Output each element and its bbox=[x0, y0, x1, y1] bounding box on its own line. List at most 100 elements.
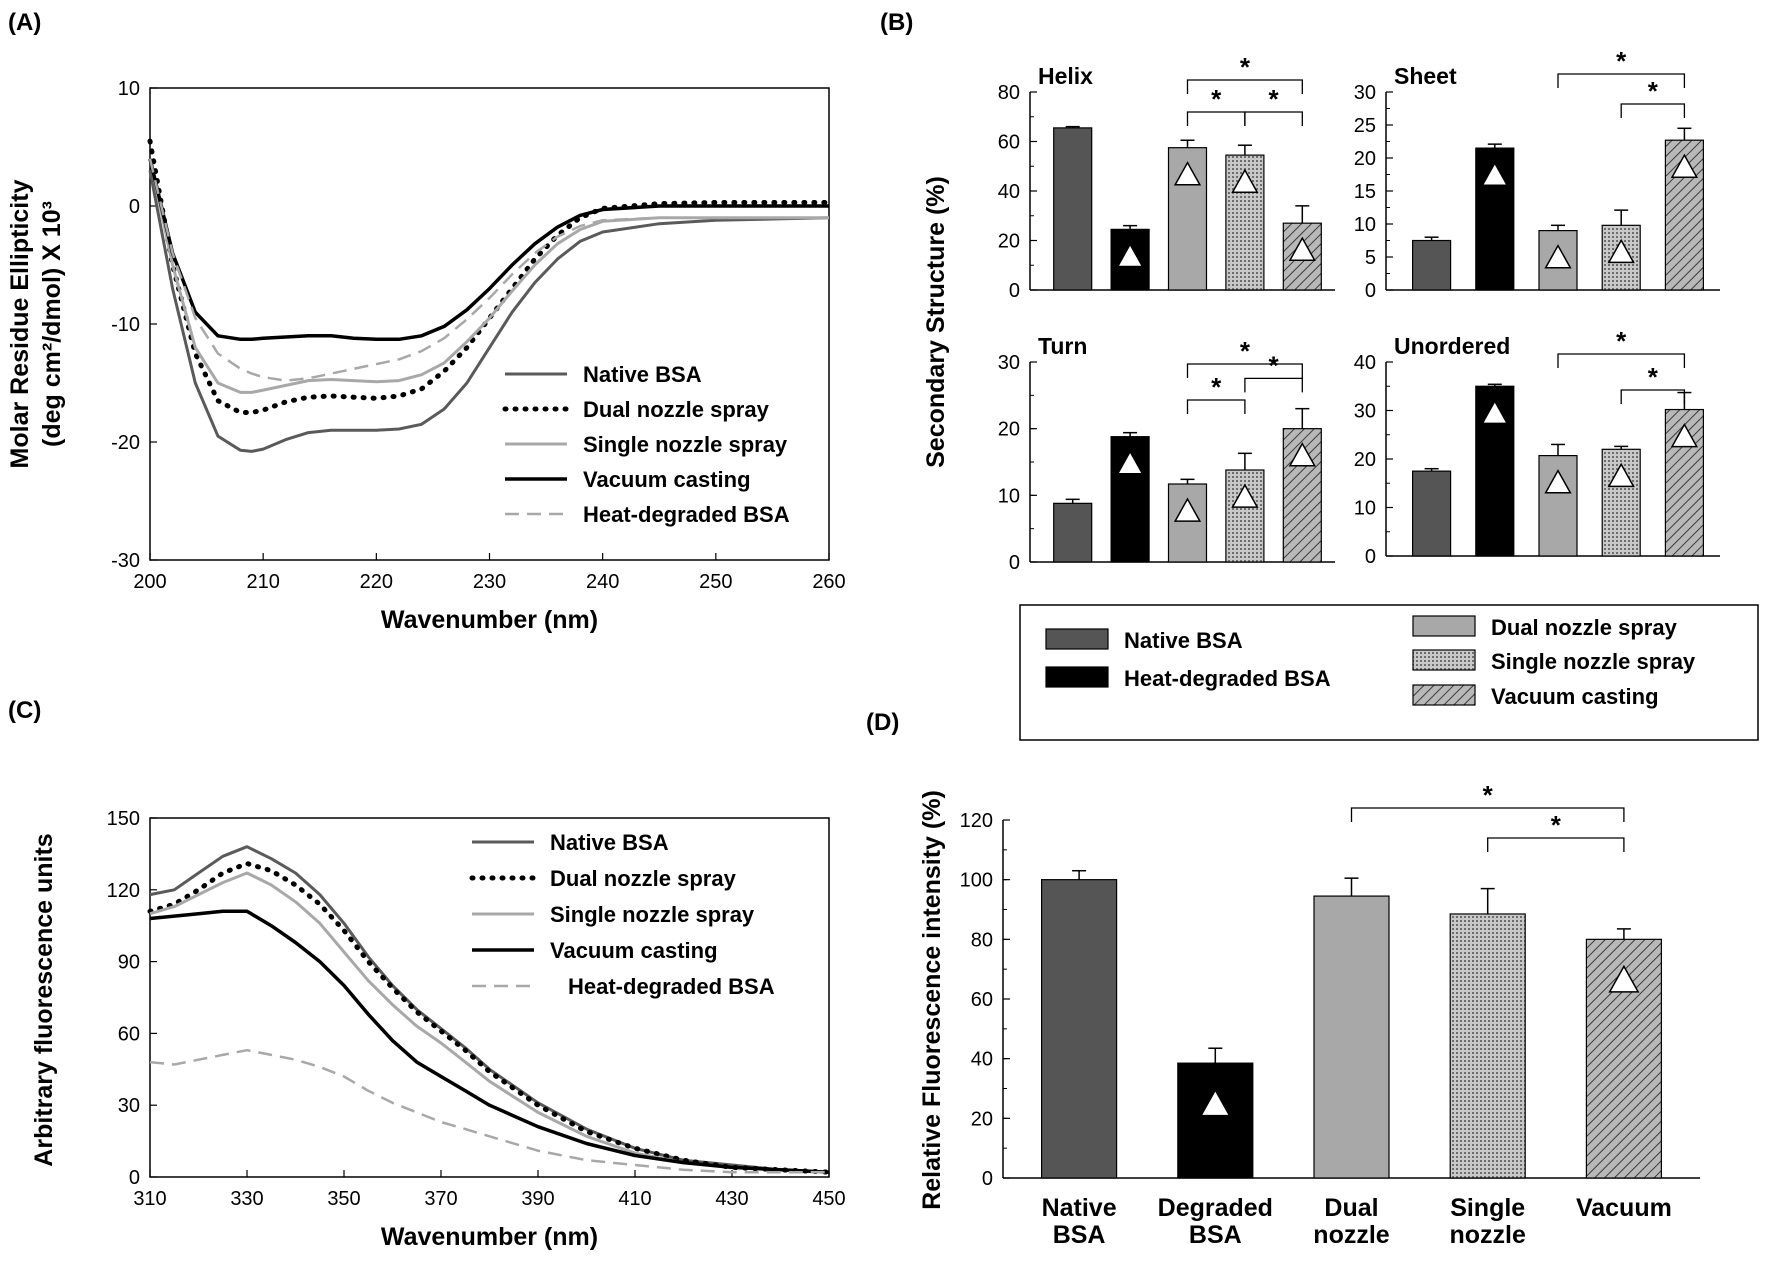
x-tick-label: 370 bbox=[424, 1188, 457, 1210]
x-tick-label: 330 bbox=[230, 1188, 263, 1210]
y-tick-label: 40 bbox=[971, 1049, 993, 1071]
x-tick-label: 390 bbox=[521, 1188, 554, 1210]
y-tick-label: 60 bbox=[118, 1023, 140, 1045]
significance-star: * bbox=[1211, 84, 1222, 114]
y-tick-label: 20 bbox=[998, 231, 1020, 253]
y-tick-label: 25 bbox=[1354, 115, 1376, 137]
x-category-label: Degraded bbox=[1158, 1194, 1273, 1222]
series-line bbox=[148, 158, 829, 342]
y-tick-label: 0 bbox=[1365, 546, 1376, 568]
significance-triangle bbox=[1173, 161, 1202, 186]
significance-triangle bbox=[1231, 483, 1259, 508]
y-tick-label: -10 bbox=[111, 314, 140, 336]
chart-d: 020406080100120NativeBSADegradedBSADualn… bbox=[918, 780, 1700, 1249]
x-category-label: Vacuum bbox=[1576, 1194, 1672, 1222]
significance-bracket bbox=[1244, 111, 1303, 126]
x-category-label: BSA bbox=[1053, 1221, 1106, 1249]
significance-star: * bbox=[1269, 84, 1280, 114]
legend-swatch bbox=[1045, 628, 1109, 650]
bar bbox=[1411, 470, 1452, 557]
y-tick-label: 30 bbox=[118, 1095, 140, 1117]
series-line bbox=[148, 158, 829, 382]
legend-label: Native BSA bbox=[1124, 628, 1243, 653]
significance-triangle bbox=[1116, 450, 1144, 475]
y-tick-label: 120 bbox=[107, 880, 140, 902]
x-category-label: Dual bbox=[1324, 1194, 1378, 1222]
bar bbox=[1053, 127, 1093, 291]
y-tick-label: 20 bbox=[1354, 449, 1376, 471]
significance-triangle bbox=[1544, 244, 1572, 269]
y-axis-title-line2: (deg cm²/dmol) X 10³ bbox=[38, 201, 66, 447]
plot-frame bbox=[149, 817, 830, 1178]
legend-label: Native BSA bbox=[583, 362, 702, 387]
x-tick-label: 210 bbox=[246, 571, 279, 593]
x-axis-title: Wavenumber (nm) bbox=[381, 606, 598, 634]
significance-bracket bbox=[1620, 103, 1686, 118]
subplot-sheet: 0 5 10 15 20 25 30 Sheet * * bbox=[1354, 46, 1720, 302]
chart-c: 310 330 350 370 390 410 430 450 0 30 60 90 120 150 Wav… bbox=[30, 808, 846, 1251]
legend-label: Dual nozzle spray bbox=[550, 866, 737, 891]
bar bbox=[1167, 483, 1208, 563]
legend-label: Heat-degraded BSA bbox=[1124, 666, 1331, 691]
x-tick-label: 250 bbox=[699, 571, 732, 593]
y-tick-label: 100 bbox=[960, 870, 993, 892]
legend-swatch bbox=[1412, 649, 1476, 671]
significance-triangle bbox=[1231, 168, 1259, 193]
y-tick-label: 0 bbox=[1365, 280, 1376, 302]
y-tick-label: 30 bbox=[1354, 82, 1376, 104]
significance-triangle bbox=[1670, 153, 1699, 179]
y-tick-label: 40 bbox=[1354, 352, 1376, 374]
significance-star: * bbox=[1483, 780, 1494, 810]
legend-label: Single nozzle spray bbox=[583, 432, 788, 457]
x-tick-label: 350 bbox=[327, 1188, 360, 1210]
legend-swatch bbox=[1045, 666, 1109, 688]
y-tick-label: 40 bbox=[998, 181, 1020, 203]
legend-label: Vacuum casting bbox=[583, 467, 751, 492]
y-axis-title: Secondary Structure (%) bbox=[922, 176, 950, 468]
panel-label-b: (B) bbox=[880, 9, 913, 36]
series-line bbox=[149, 1048, 829, 1174]
significance-bracket bbox=[1186, 79, 1303, 94]
x-tick-label: 240 bbox=[586, 571, 619, 593]
subplot-title: Turn bbox=[1038, 333, 1087, 359]
subplot-title: Unordered bbox=[1394, 333, 1510, 359]
chart-b: 0 20 40 60 80 Helix * * * 0 5 10 15 20 25 30 Sheet * * 0 10 2… bbox=[922, 46, 1720, 574]
x-category-label: nozzle bbox=[1449, 1221, 1525, 1249]
x-axis-title: Wavenumber (nm) bbox=[381, 1223, 598, 1251]
chart-a: 200 210 220 230 240 250 260 10 0 -10 -20 -30 Wavenum… bbox=[6, 78, 846, 634]
x-category-label: BSA bbox=[1189, 1221, 1242, 1249]
legend-label: Heat-degraded BSA bbox=[568, 974, 775, 999]
series-line bbox=[147, 138, 832, 415]
significance-triangle bbox=[1607, 238, 1635, 264]
bar bbox=[1040, 879, 1118, 1179]
y-axis-title: Arbitrary fluorescence units bbox=[30, 833, 58, 1166]
legend-label: Native BSA bbox=[550, 830, 669, 855]
series-line bbox=[149, 909, 830, 1174]
x-tick-label: 430 bbox=[715, 1188, 748, 1210]
y-tick-label: 0 bbox=[129, 1167, 140, 1189]
legend-label: Single nozzle spray bbox=[550, 902, 755, 927]
significance-bracket bbox=[1487, 837, 1625, 852]
y-tick-label: 0 bbox=[129, 196, 140, 218]
significance-triangle bbox=[1288, 236, 1316, 262]
series-line bbox=[149, 845, 830, 1174]
x-tick-label: 220 bbox=[360, 571, 393, 593]
y-tick-label: 20 bbox=[1354, 148, 1376, 170]
y-tick-label: 0 bbox=[1009, 552, 1020, 574]
y-tick-label: 0 bbox=[982, 1168, 993, 1190]
y-tick-label: 60 bbox=[998, 132, 1020, 154]
y-axis-title-line1: Molar Residue Ellipticity bbox=[6, 179, 34, 468]
significance-triangle bbox=[1288, 442, 1316, 467]
legend-label: Dual nozzle spray bbox=[583, 397, 770, 422]
significance-bracket bbox=[1557, 73, 1686, 88]
legend-label: Vacuum casting bbox=[550, 938, 718, 963]
y-tick-label: 10 bbox=[1354, 214, 1376, 236]
subplot-unordered: 0 10 20 30 40 Unordered * * bbox=[1354, 326, 1720, 568]
bar bbox=[1449, 913, 1526, 1179]
y-tick-label: 80 bbox=[971, 929, 993, 951]
y-tick-label: 10 bbox=[118, 78, 140, 100]
significance-star: * bbox=[1648, 76, 1659, 106]
y-tick-label: 20 bbox=[998, 419, 1020, 441]
significance-triangle bbox=[1199, 1088, 1231, 1117]
